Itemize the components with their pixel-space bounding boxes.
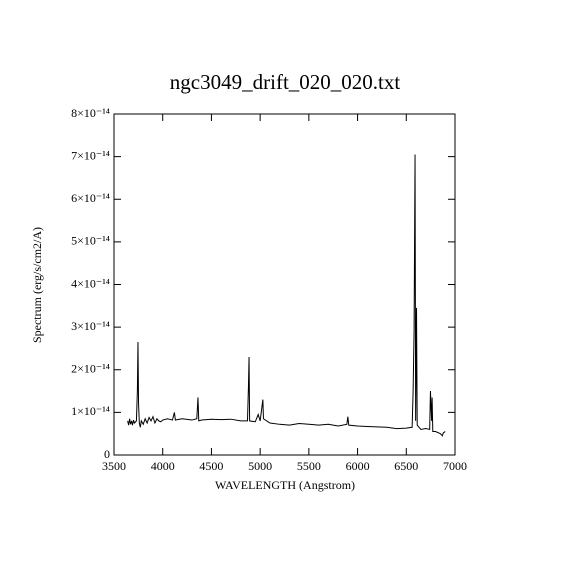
- x-tick-label: 6500: [394, 459, 418, 473]
- chart-title: ngc3049_drift_020_020.txt: [170, 70, 401, 94]
- x-tick-label: 4000: [151, 459, 175, 473]
- y-tick-label: 4×10⁻¹⁴: [71, 276, 110, 290]
- x-tick-label: 6000: [346, 459, 370, 473]
- y-tick-label: 3×10⁻¹⁴: [71, 319, 110, 333]
- y-tick-label: 7×10⁻¹⁴: [71, 148, 110, 162]
- x-tick-label: 5500: [297, 459, 321, 473]
- y-tick-label: 8×10⁻¹⁴: [71, 106, 110, 120]
- x-tick-label: 7000: [443, 459, 467, 473]
- x-tick-label: 4500: [199, 459, 223, 473]
- y-tick-label: 5×10⁻¹⁴: [71, 234, 110, 248]
- y-tick-label: 0: [104, 447, 110, 461]
- y-tick-label: 2×10⁻¹⁴: [71, 362, 110, 376]
- spectrum-line: [127, 154, 446, 437]
- x-axis-label: WAVELENGTH (Angstrom): [215, 478, 355, 492]
- y-tick-label: 6×10⁻¹⁴: [71, 191, 110, 205]
- y-axis-label: Spectrum (erg/s/cm2/A): [30, 227, 44, 343]
- x-tick-label: 5000: [248, 459, 272, 473]
- y-tick-label: 1×10⁻¹⁴: [71, 404, 110, 418]
- x-tick-label: 3500: [102, 459, 126, 473]
